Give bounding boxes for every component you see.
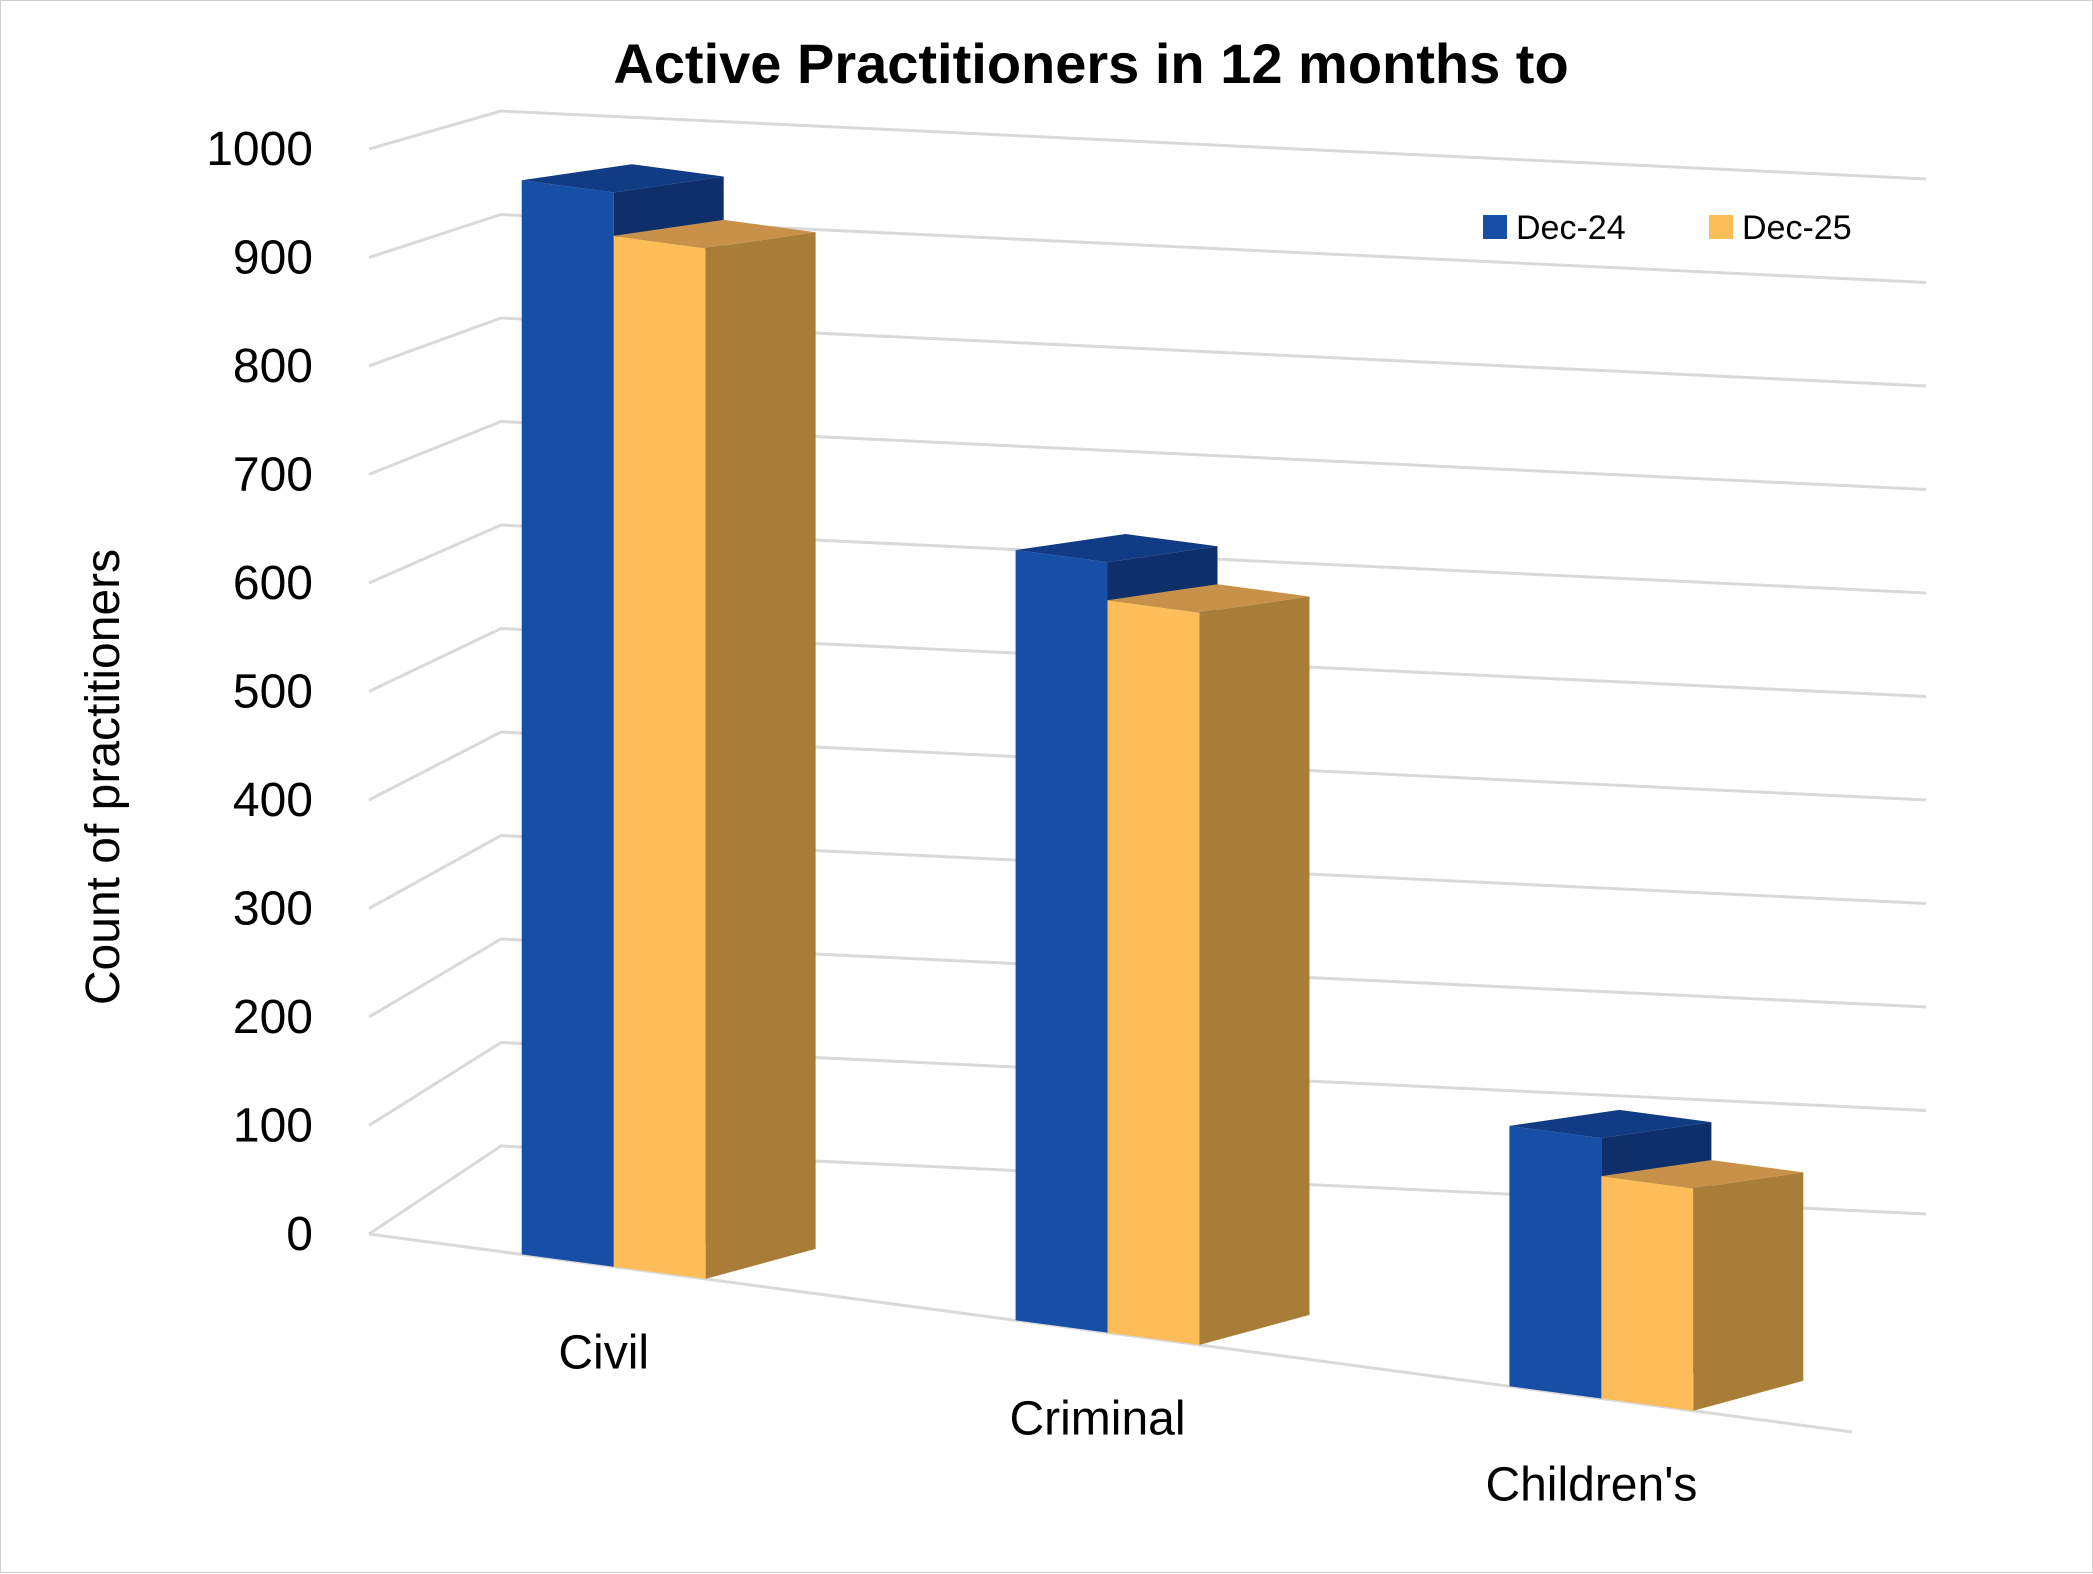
y-tick-label: 600: [233, 557, 313, 610]
gridline-400: [368, 730, 1927, 802]
legend-label-dec-25: Dec-25: [1742, 209, 1852, 247]
bar-side: [1199, 596, 1310, 1345]
bar-front: [1015, 550, 1108, 1333]
y-tick-label: 400: [233, 774, 313, 827]
bar-civil-dec-25: [613, 219, 816, 1279]
bar-front: [1509, 1125, 1602, 1399]
bar-childrens-dec-25: [1601, 1160, 1804, 1411]
bar-criminal-dec-25: [1107, 584, 1310, 1345]
x-category-label: Children's: [1485, 1459, 1697, 1512]
bar-side: [1693, 1172, 1804, 1411]
bars: [521, 164, 1804, 1411]
bar-side: [705, 232, 816, 1279]
bar-front: [1107, 600, 1200, 1345]
bar-front: [613, 235, 706, 1279]
y-axis-label: Count of practitioners: [77, 549, 130, 1005]
y-axis-ticks: 0 100 200 300 400 500 600 700 800 900 1000: [206, 123, 313, 1261]
bar-front: [1601, 1176, 1694, 1411]
x-axis-categories: Civil Criminal Children's: [558, 1327, 1697, 1512]
legend-label-dec-24: Dec-24: [1516, 209, 1626, 247]
bar-top: [1601, 1160, 1804, 1189]
legend-swatch-dec-25: [1709, 215, 1733, 239]
y-tick-label: 300: [233, 883, 313, 936]
gridline-300: [368, 833, 1927, 910]
bar-front: [521, 180, 614, 1267]
bar-top: [1015, 534, 1218, 563]
gridline-100: [368, 1040, 1927, 1127]
bar-top: [521, 164, 724, 193]
y-tick-label: 500: [233, 666, 313, 719]
y-tick-label: 700: [233, 449, 313, 502]
gridline-1000: [368, 109, 1927, 181]
gridline-600: [368, 523, 1927, 595]
x-category-label: Criminal: [1009, 1393, 1185, 1446]
bar-top: [613, 219, 816, 249]
x-category-label: Civil: [558, 1327, 649, 1380]
y-tick-label: 0: [286, 1208, 313, 1261]
bar-top: [1107, 584, 1310, 613]
gridline-700: [368, 419, 1927, 491]
gridline-500: [368, 626, 1927, 698]
y-tick-label: 900: [233, 232, 313, 285]
gridline-200: [368, 937, 1927, 1019]
gridline-800: [368, 316, 1927, 388]
y-tick-label: 800: [233, 340, 313, 393]
y-tick-label: 200: [233, 991, 313, 1044]
legend: Dec-24 Dec-25: [1483, 209, 1852, 247]
gridline-0: [368, 1144, 1927, 1236]
y-tick-label: 1000: [206, 123, 313, 176]
bar-top: [1509, 1109, 1712, 1139]
chart-title: Active Practitioners in 12 months to: [613, 32, 1568, 95]
y-tick-label: 100: [233, 1100, 313, 1153]
legend-swatch-dec-24: [1483, 215, 1507, 239]
gridline-900: [368, 212, 1927, 284]
